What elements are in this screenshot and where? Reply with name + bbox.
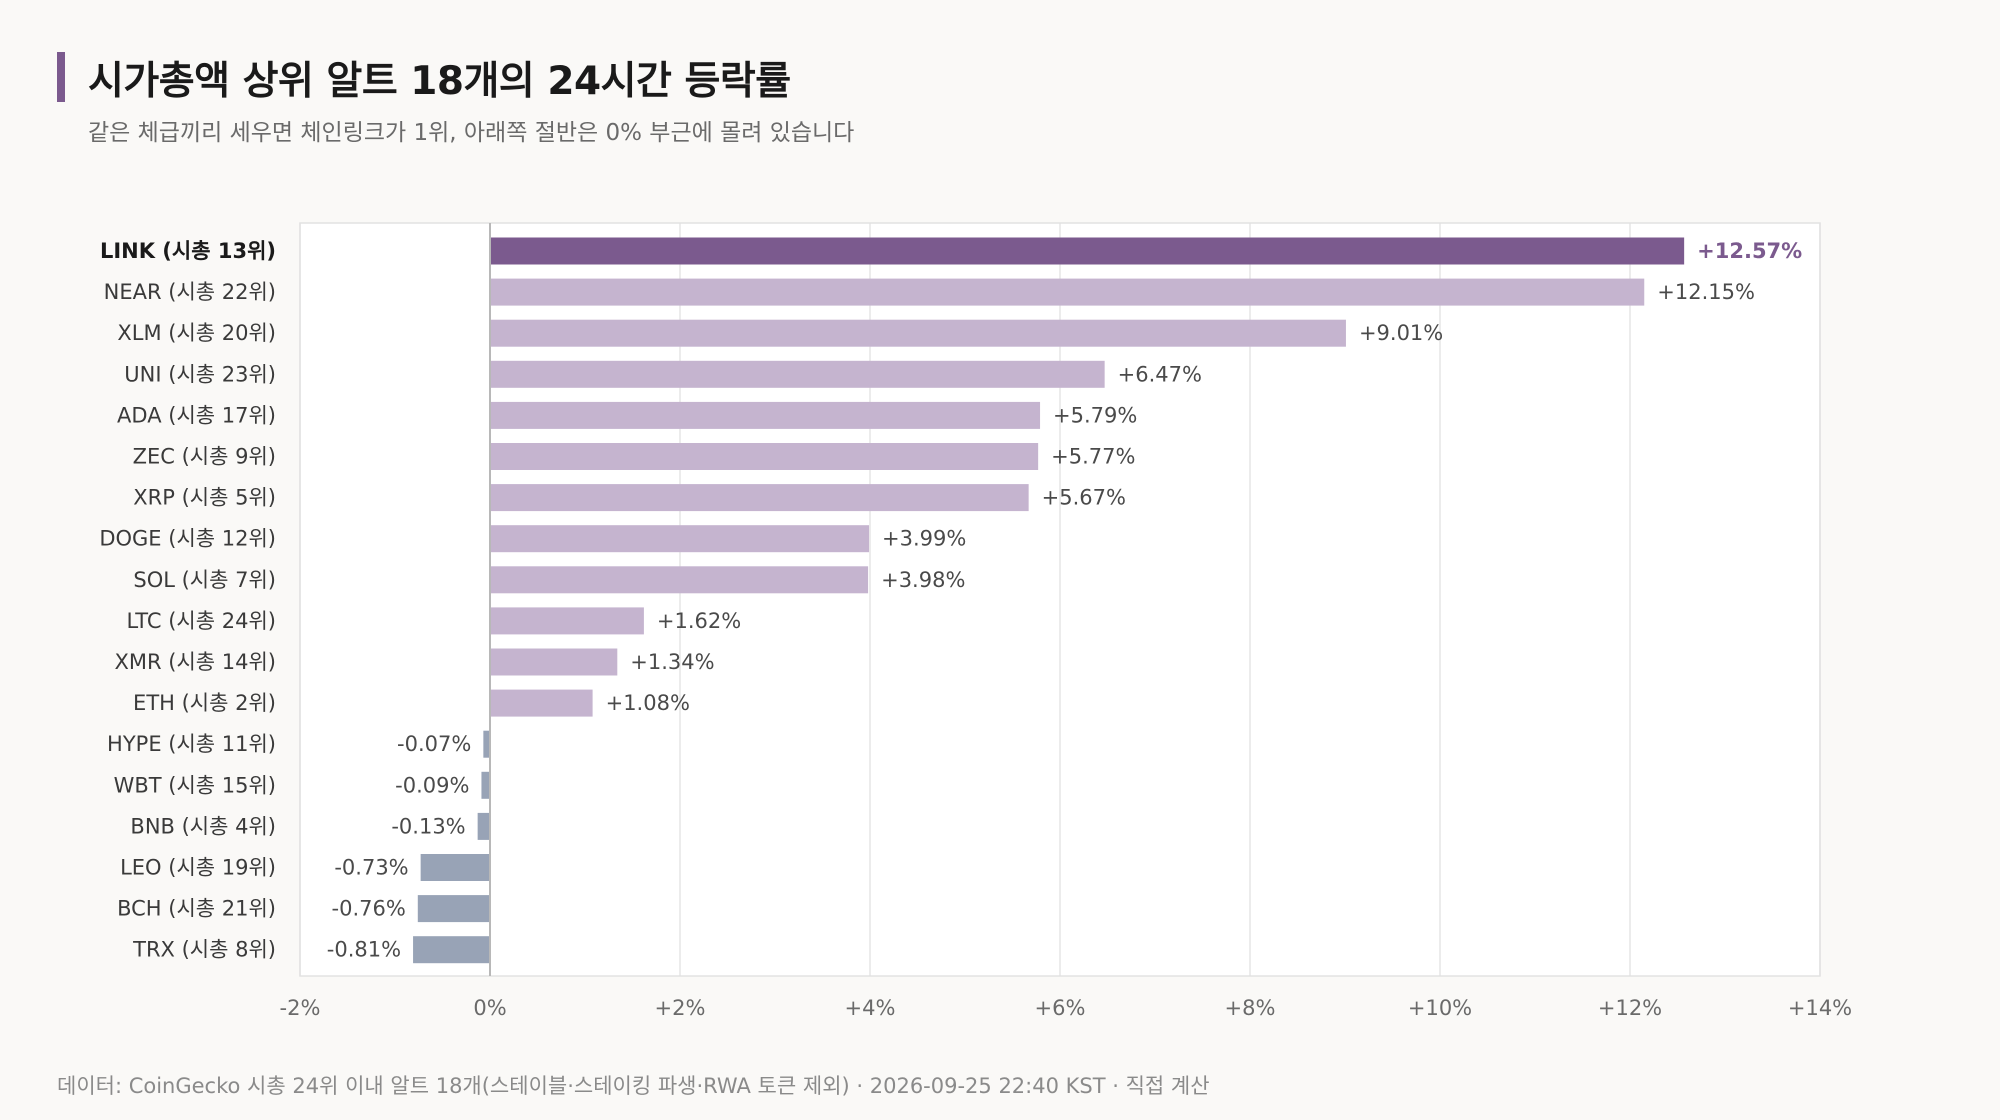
data-label: -0.76% [332,897,406,921]
title-accent-bar [57,52,65,102]
category-label: BNB (시총 4위) [130,814,276,838]
x-tick-label: +10% [1408,996,1472,1020]
data-label: +1.34% [630,650,714,674]
bar [483,730,490,758]
category-label: NEAR (시총 22위) [104,280,276,304]
x-tick-label: +4% [845,996,896,1020]
plot-frame [299,222,1821,977]
chart-title: 시가총액 상위 알트 18개의 24시간 등락률 [88,59,791,104]
data-label: -0.81% [327,938,401,962]
data-label: +5.79% [1053,403,1137,427]
data-label: +3.99% [882,527,966,551]
data-label: -0.13% [391,814,465,838]
bar [417,895,490,923]
category-label: ETH (시총 2위) [133,691,276,715]
chart-subtitle: 같은 체급끼리 세우면 체인링크가 1위, 아래쪽 절반은 0% 부근에 몰려 … [88,120,855,146]
x-tick-label: +6% [1035,996,1086,1020]
bar [490,648,618,676]
category-label: TRX (시총 8위) [132,938,276,962]
data-label: +5.67% [1042,486,1126,510]
bar [490,319,1346,347]
bar [413,936,490,964]
bar [490,443,1039,470]
data-label: +1.08% [606,691,690,715]
data-label: +9.01% [1359,321,1443,345]
data-label: +1.62% [657,609,741,633]
bar [481,771,490,799]
category-label: WBT (시총 15위) [114,773,276,797]
category-label: UNI (시총 23위) [124,362,276,386]
bar [477,812,490,840]
source-note: 데이터: CoinGecko 시총 24위 이내 알트 18개(스테이블·스테이… [57,1074,1210,1098]
x-tick-label: +14% [1788,996,1852,1020]
x-tick-label: +8% [1225,996,1276,1020]
bar-chart: -2% 0% +2% +4% +6% +8% +10% +12% +14% LINK (시총 13… [99,222,1852,1020]
data-label: +12.57% [1697,239,1802,263]
x-tick-label: +2% [655,996,706,1020]
bar [490,401,1041,429]
bar [490,278,1645,306]
category-label: LINK (시총 13위) [100,239,276,263]
category-label: LTC (시총 24위) [127,609,277,633]
x-tick-label: -2% [280,996,321,1020]
data-label: +5.77% [1051,445,1135,469]
bar [490,689,593,717]
bar [490,566,869,594]
category-label: SOL (시총 7위) [133,568,276,592]
data-label: +12.15% [1657,280,1755,304]
category-label: BCH (시총 21위) [117,897,276,921]
data-label: -0.09% [395,773,469,797]
bar [490,360,1105,388]
bar [490,525,870,553]
data-label: -0.07% [397,732,471,756]
bar [490,237,1685,265]
category-label: XMR (시총 14위) [114,650,276,674]
bar [420,854,490,881]
category-label: XRP (시총 5위) [133,486,276,510]
category-label: XLM (시총 20위) [117,321,276,345]
category-label: HYPE (시총 11위) [107,732,276,756]
category-label: DOGE (시총 12위) [99,527,276,551]
bar [490,484,1029,512]
data-label: +6.47% [1118,362,1202,386]
x-tick-label: 0% [473,996,506,1020]
data-label: -0.73% [334,856,408,880]
data-label: +3.98% [881,568,965,592]
category-label: ADA (시총 17위) [117,403,276,427]
bar [490,607,644,635]
category-label: LEO (시총 19위) [120,856,276,880]
x-tick-label: +12% [1598,996,1662,1020]
category-label: ZEC (시총 9위) [133,445,276,469]
